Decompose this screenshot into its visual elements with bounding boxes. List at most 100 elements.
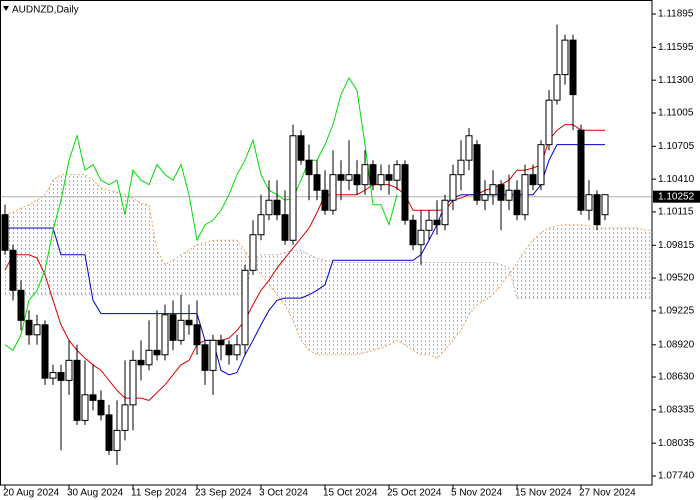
y-tick-label: 1.09815 bbox=[658, 240, 695, 251]
candle-body bbox=[9, 249, 17, 291]
cloud-fill bbox=[549, 225, 557, 299]
cloud-fill bbox=[293, 250, 301, 341]
cloud-fill bbox=[149, 204, 157, 295]
candle-body bbox=[153, 349, 161, 356]
cloud-fill bbox=[45, 180, 53, 295]
candle-body bbox=[145, 349, 153, 366]
candle-body bbox=[97, 399, 105, 416]
candle-body bbox=[201, 344, 209, 371]
candle-body bbox=[217, 339, 225, 346]
candle-body bbox=[177, 319, 185, 341]
candle-body bbox=[545, 99, 553, 146]
candle-body bbox=[57, 372, 65, 381]
candle-body bbox=[561, 39, 569, 76]
cloud-fill bbox=[477, 262, 485, 305]
candle-body bbox=[577, 129, 585, 211]
x-tick-label: 11 Sep 2024 bbox=[131, 488, 187, 499]
cloud-fill bbox=[157, 250, 165, 295]
cloud-fill bbox=[189, 244, 197, 295]
x-tick-label: 20 Aug 2024 bbox=[3, 488, 60, 499]
candle-body bbox=[409, 219, 417, 246]
cloud-fill bbox=[533, 232, 541, 299]
cloud-fill bbox=[517, 250, 525, 299]
candle-body bbox=[313, 174, 321, 191]
candle-body bbox=[329, 174, 337, 211]
cloud-fill bbox=[21, 204, 29, 295]
candle-body bbox=[81, 394, 89, 421]
candle-body bbox=[305, 159, 313, 176]
candle-body bbox=[361, 164, 369, 186]
candle-body bbox=[193, 324, 201, 346]
cloud-fill bbox=[261, 254, 269, 285]
cloud-fill bbox=[469, 262, 477, 315]
cloud-fill bbox=[581, 224, 589, 299]
candle-body bbox=[433, 219, 441, 226]
cloud-fill bbox=[573, 224, 581, 299]
cloud-fill bbox=[285, 250, 293, 321]
candle-body bbox=[385, 174, 393, 181]
candle-body bbox=[209, 339, 217, 371]
candle-body bbox=[497, 184, 505, 201]
candle-body bbox=[345, 174, 353, 181]
last-price-box bbox=[653, 190, 700, 203]
cloud-fill bbox=[197, 242, 205, 295]
cloud-fill bbox=[29, 200, 37, 295]
candle-body bbox=[121, 404, 129, 431]
candle-body bbox=[521, 174, 529, 216]
candle-body bbox=[273, 199, 281, 216]
y-tick-label: 1.08630 bbox=[658, 372, 695, 383]
y-tick-label: 1.11300 bbox=[658, 75, 694, 86]
cloud-fill bbox=[381, 262, 389, 349]
cloud-fill bbox=[61, 174, 69, 295]
cloud-fill bbox=[301, 250, 309, 351]
cloud-fill bbox=[125, 194, 133, 295]
cloud-fill bbox=[373, 262, 381, 351]
plot-frame bbox=[0, 0, 653, 486]
candle-body bbox=[321, 189, 329, 211]
cloud-fill bbox=[317, 258, 325, 355]
cloud-fill bbox=[229, 240, 237, 295]
candle-body bbox=[233, 344, 241, 356]
candle-layer bbox=[1, 24, 609, 465]
x-tick-label: 25 Oct 2024 bbox=[387, 488, 442, 499]
candle-body bbox=[601, 194, 609, 216]
candle-body bbox=[1, 214, 9, 251]
candle-body bbox=[105, 414, 113, 451]
candle-body bbox=[505, 189, 513, 201]
y-tick-label: 1.07740 bbox=[658, 471, 695, 482]
y-tick-label: 1.09225 bbox=[658, 306, 695, 317]
candle-body bbox=[417, 229, 425, 246]
candle-body bbox=[537, 144, 545, 186]
candle-body bbox=[161, 314, 169, 356]
cloud-fill bbox=[437, 262, 445, 359]
x-tick-label: 3 Oct 2024 bbox=[259, 488, 308, 499]
cloud-fill bbox=[77, 174, 85, 295]
candle-body bbox=[169, 314, 177, 341]
cloud-fill bbox=[213, 240, 221, 295]
cloud-fill bbox=[397, 262, 405, 345]
cloud-fill bbox=[557, 224, 565, 299]
cloud-fill bbox=[173, 254, 181, 295]
y-tick-label: 1.11005 bbox=[658, 108, 694, 119]
candle-body bbox=[257, 214, 265, 236]
candle-body bbox=[337, 174, 345, 181]
cloud-fill bbox=[621, 228, 629, 299]
candle-body bbox=[185, 319, 193, 326]
cloud-fill bbox=[597, 228, 605, 299]
cloud-fill bbox=[221, 240, 229, 295]
cloud-fill bbox=[341, 262, 349, 355]
cloud-fill bbox=[389, 262, 397, 345]
cloud-fill bbox=[453, 262, 461, 341]
last-price-label: 1.10252 bbox=[658, 191, 695, 202]
cloud-fill bbox=[445, 262, 453, 351]
cloud-fill bbox=[109, 190, 117, 295]
candle-body bbox=[457, 159, 465, 176]
cloud-fill bbox=[605, 228, 613, 299]
candle-body bbox=[481, 194, 489, 201]
candle-body bbox=[401, 164, 409, 221]
candle-body bbox=[593, 194, 601, 226]
x-tick-label: 27 Nov 2024 bbox=[579, 488, 636, 499]
cloud-fill bbox=[205, 240, 213, 295]
candle-body bbox=[425, 219, 433, 231]
cloud-fill bbox=[429, 262, 437, 359]
